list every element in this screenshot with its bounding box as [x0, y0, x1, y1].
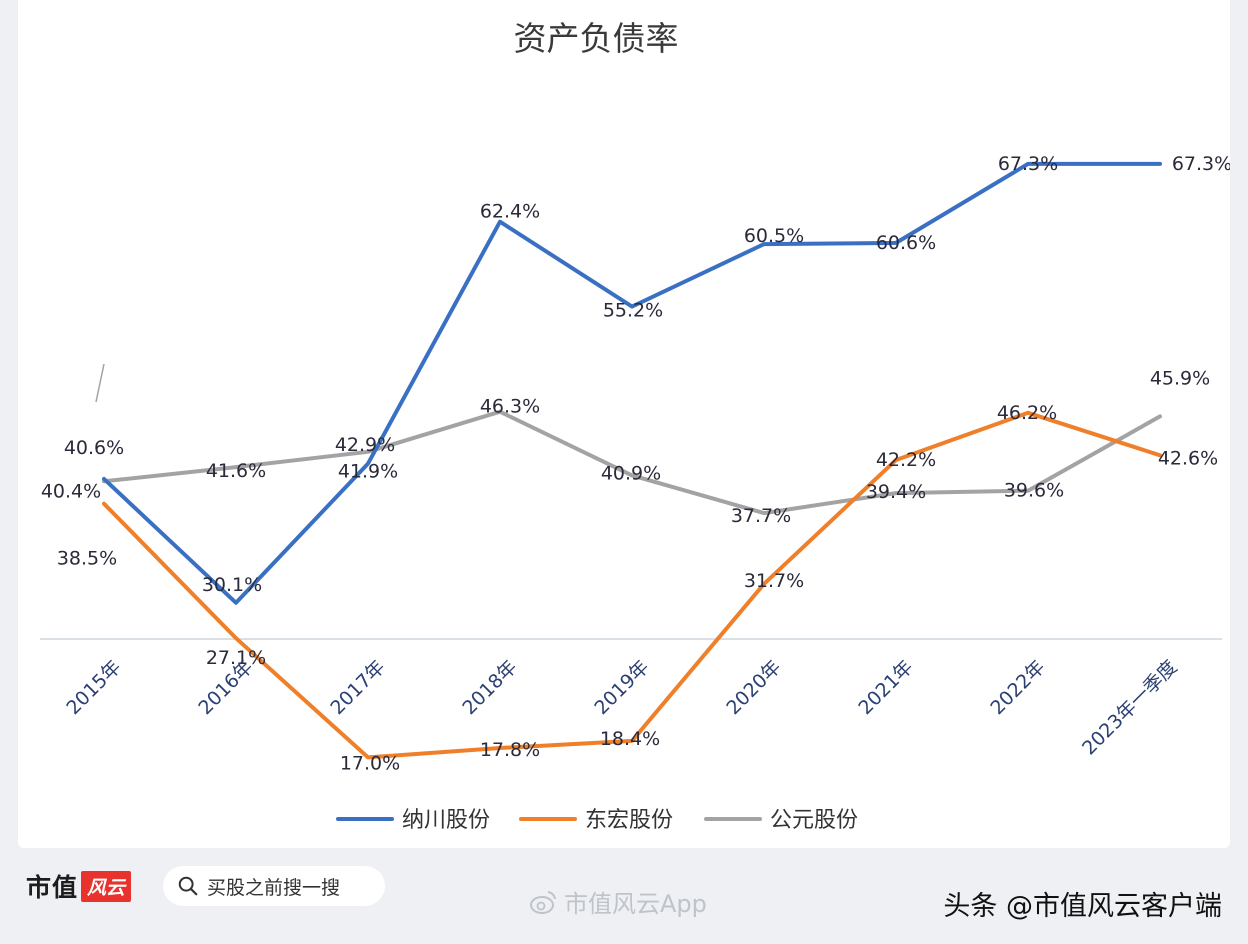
- data-label-nachuan-6: 60.6%: [876, 232, 936, 254]
- series-line-nachuan: [102, 161, 1162, 605]
- data-label-donghong-0: 38.5%: [57, 548, 117, 570]
- legend-item-nachuan: 纳川股份: [336, 808, 490, 833]
- data-label-donghong-8: 42.6%: [1158, 447, 1218, 469]
- search-box[interactable]: 买股之前搜一搜: [163, 866, 385, 906]
- data-label-gongyuan-1: 41.6%: [206, 460, 266, 482]
- line-chart: 资产负债率 40.6% 30.1% 41.9% 62.4% 55.2% 60.5% 60.6…: [40, 19, 1230, 833]
- brand-logo: 市值 风云: [26, 866, 132, 906]
- data-label-nachuan-7: 67.3%: [998, 153, 1058, 175]
- brand-name: 市值: [26, 873, 79, 902]
- x-tick-label-5: 2020年: [722, 656, 785, 719]
- data-label-gongyuan-0: 40.4%: [41, 480, 101, 502]
- data-label-nachuan-5: 60.5%: [744, 225, 804, 247]
- x-tick-label-0: 2015年: [62, 656, 125, 719]
- data-label-gongyuan-5: 37.7%: [731, 505, 791, 527]
- data-label-donghong-6: 42.2%: [876, 449, 936, 471]
- data-label-donghong-7: 46.2%: [997, 402, 1057, 424]
- legend-label-gongyuan: 公元股份: [770, 808, 858, 833]
- source-credit: 头条 @市值风云客户端: [943, 891, 1222, 922]
- series-line-gongyuan: [102, 409, 1162, 516]
- legend-item-donghong: 东宏股份: [519, 808, 673, 833]
- x-tick-label-7: 2022年: [986, 656, 1049, 719]
- series-layer: [102, 161, 1162, 760]
- data-label-nachuan-1: 30.1%: [202, 574, 262, 596]
- data-label-nachuan-0: 40.6%: [64, 437, 124, 459]
- legend: 纳川股份 东宏股份 公元股份: [336, 808, 858, 833]
- x-tick-label-3: 2018年: [458, 656, 521, 719]
- brand-mark: 风云: [81, 870, 132, 902]
- data-label-donghong-1: 27.1%: [206, 647, 266, 669]
- data-label-donghong-3: 17.8%: [480, 739, 540, 761]
- data-label-nachuan-2: 41.9%: [338, 461, 398, 483]
- watermark-text: 市值风云App: [564, 890, 707, 918]
- x-tick-label-6: 2021年: [854, 656, 917, 719]
- search-placeholder: 买股之前搜一搜: [207, 876, 341, 899]
- label-leader-line: [95, 363, 105, 403]
- data-label-donghong-2: 17.0%: [340, 752, 400, 774]
- watermark: 市值风云App: [528, 884, 707, 919]
- legend-label-donghong: 东宏股份: [585, 808, 673, 833]
- weibo-icon: [530, 890, 556, 914]
- data-label-donghong-5: 31.7%: [744, 570, 804, 592]
- data-label-nachuan-3: 62.4%: [480, 201, 540, 223]
- data-label-gongyuan-7: 39.6%: [1004, 480, 1064, 502]
- data-label-layer: 40.6% 30.1% 41.9% 62.4% 55.2% 60.5% 60.6% 67.3%…: [41, 153, 1230, 775]
- data-label-gongyuan-8: 45.9%: [1150, 367, 1210, 389]
- x-tick-label-8: 2023年一季度: [1078, 656, 1181, 759]
- data-label-nachuan-8: 67.3%: [1172, 153, 1230, 175]
- legend-label-nachuan: 纳川股份: [402, 808, 490, 833]
- series-line-donghong: [102, 410, 1162, 760]
- data-label-gongyuan-6: 39.4%: [866, 481, 926, 503]
- data-label-gongyuan-4: 40.9%: [601, 462, 661, 484]
- x-tick-label-2: 2017年: [326, 656, 389, 719]
- chart-title: 资产负债率: [514, 19, 679, 58]
- data-label-nachuan-4: 55.2%: [603, 300, 663, 322]
- data-label-gongyuan-2: 42.9%: [335, 434, 395, 456]
- data-label-donghong-4: 18.4%: [600, 728, 660, 750]
- chart-card: 资产负债率 40.6% 30.1% 41.9% 62.4% 55.2% 60.5% 60.6…: [18, 0, 1230, 848]
- data-label-gongyuan-3: 46.3%: [480, 396, 540, 418]
- x-tick-label-4: 2019年: [590, 656, 653, 719]
- search-icon: [178, 876, 198, 896]
- legend-item-gongyuan: 公元股份: [704, 808, 858, 833]
